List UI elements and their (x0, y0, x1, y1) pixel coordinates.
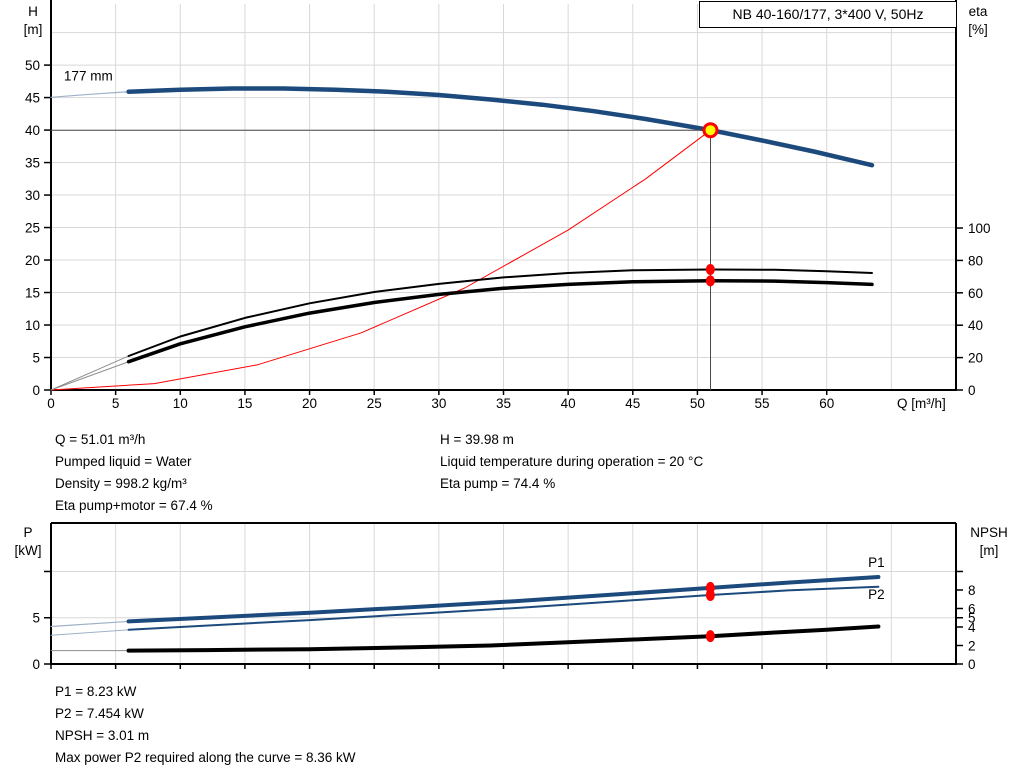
annotation-line: H = 39.98 m (440, 432, 514, 447)
eta-pump-motor-curve (126, 279, 874, 364)
p2-curve (127, 585, 880, 631)
npsh-curve (126, 624, 881, 653)
duty-annotations-right: H = 39.98 m Liquid temperature during op… (440, 429, 703, 495)
p2-curve-ext (50, 629, 130, 636)
y-right-tick-label: 80 (968, 253, 983, 268)
duty-point (702, 122, 719, 139)
annotation-line: Liquid temperature during operation = 20… (440, 454, 704, 469)
y-right-tick-label: 100 (968, 221, 991, 236)
x-tick-label: 45 (625, 396, 640, 411)
y-right-axis-title: [%] (968, 22, 988, 37)
x-tick-label: 30 (431, 396, 446, 411)
duty-annotations-left: Q = 51.01 m³/h Pumped liquid = Water Den… (55, 429, 213, 517)
system-curve (50, 129, 711, 391)
x-tick-label: 15 (237, 396, 252, 411)
x-tick-label: 55 (755, 396, 770, 411)
annotation-line: Eta pump+motor = 67.4 % (55, 498, 213, 513)
p2-label: P2 (868, 587, 885, 602)
y-right-tick-label: 60 (968, 286, 983, 301)
y-left-tick-label: 50 (25, 58, 40, 73)
y-left-axis-title: [m] (24, 22, 43, 37)
p1-curve-ext (50, 620, 130, 628)
y-left-tick-label: 30 (25, 188, 40, 203)
annotation-line: Eta pump = 74.4 % (440, 476, 556, 491)
eta-pump-motor-point (705, 275, 715, 287)
y-right-tick-label: 20 (968, 351, 983, 366)
y-left-tick-label: 0 (32, 657, 40, 672)
y-left-tick-label: 5 (32, 351, 40, 366)
y-right-tick-label: 40 (968, 318, 983, 333)
head-curve (126, 86, 875, 168)
x-tick-label: 60 (819, 396, 834, 411)
x-axis-unit-label: Q [m³/h] (897, 396, 946, 411)
y-right-tick-label: 6 (968, 601, 976, 616)
x-tick-label: 20 (302, 396, 317, 411)
x-tick-label: 50 (690, 396, 705, 411)
x-tick-label: 10 (173, 396, 188, 411)
x-tick-label: 5 (112, 396, 120, 411)
y-right-tick-label: 0 (968, 657, 976, 672)
y-left-axis-title: P (23, 525, 32, 540)
y-left-tick-label: 15 (25, 286, 40, 301)
annotation-line: Max power P2 required along the curve = … (55, 750, 356, 765)
y-right-axis-title: NPSH (970, 525, 1008, 540)
x-tick-label: 0 (47, 396, 55, 411)
annotation-line: NPSH = 3.01 m (55, 728, 150, 743)
y-right-tick-label: 8 (968, 583, 976, 598)
y-right-tick-label: 5 (968, 611, 976, 626)
y-left-axis-title: H (28, 4, 38, 19)
annotation-line: Density = 998.2 kg/m³ (55, 476, 187, 491)
x-tick-label: 40 (561, 396, 576, 411)
eta-pump-curve (127, 268, 873, 357)
annotation-line: Pumped liquid = Water (55, 454, 192, 469)
eta-pump-motor-curve-ext (50, 361, 130, 391)
p1-label: P1 (868, 555, 885, 570)
y-right-tick-label: 4 (968, 620, 976, 635)
impeller-label: 177 mm (64, 69, 113, 84)
eta-pump-point (705, 263, 715, 275)
y-left-tick-label: 35 (25, 156, 40, 171)
power-annotations: P1 = 8.23 kW P2 = 7.454 kW NPSH = 3.01 m… (55, 681, 356, 769)
y-left-tick-label: 10 (25, 318, 40, 333)
y-left-tick-label: 25 (25, 221, 40, 236)
y-left-tick-label: 45 (25, 91, 40, 106)
annotation-line: P1 = 8.23 kW (55, 684, 137, 699)
y-left-tick-label: 40 (25, 123, 40, 138)
head-curve-ext (50, 91, 130, 98)
y-left-tick-label: 20 (25, 253, 40, 268)
y-right-axis-title: [m] (980, 543, 999, 558)
eta-pump-curve-ext (50, 355, 130, 391)
y-left-tick-label: 5 (32, 611, 40, 626)
y-right-tick-label: 0 (968, 383, 976, 398)
p2-point (705, 589, 715, 602)
x-tick-label: 25 (367, 396, 382, 411)
y-left-axis-title: [kW] (15, 543, 42, 558)
pump-title-box: NB 40-160/177, 3*400 V, 50Hz (699, 1, 957, 28)
y-right-axis-title: eta (969, 4, 988, 19)
annotation-line: Q = 51.01 m³/h (55, 432, 146, 447)
y-right-tick-label: 2 (968, 638, 976, 653)
annotation-line: P2 = 7.454 kW (55, 706, 144, 721)
p1-curve (126, 575, 881, 624)
y-left-tick-label: 0 (32, 383, 40, 398)
npsh-point (705, 630, 715, 643)
x-tick-label: 35 (496, 396, 511, 411)
